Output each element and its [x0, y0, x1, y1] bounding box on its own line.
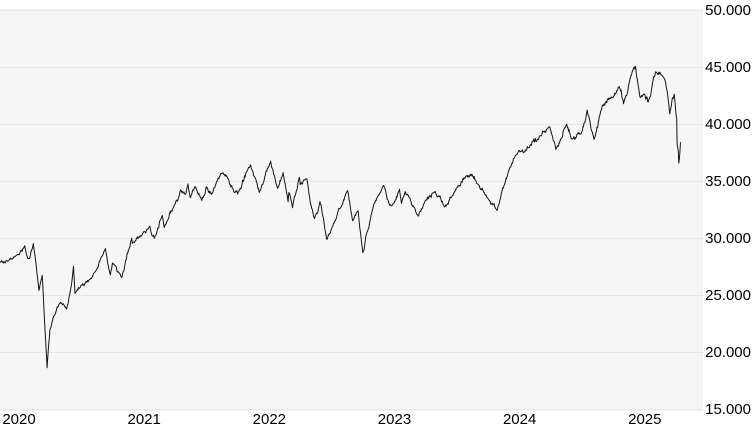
x-axis-tick-label: 2024 — [502, 411, 537, 428]
plot-background — [0, 9, 703, 411]
x-axis-tick-label: 2023 — [377, 411, 412, 428]
x-axis-tick-label: 2025 — [628, 411, 662, 428]
y-axis-tick-label: 40.000 — [705, 115, 751, 133]
x-axis-tick-label: 2022 — [252, 411, 287, 428]
price-line-series — [0, 65, 681, 369]
y-axis-tick-label: 50.000 — [705, 1, 751, 19]
x-axis-tick-label: 2021 — [127, 411, 161, 428]
gridlines — [0, 10, 703, 410]
x-axis-tick-label: 2020 — [2, 411, 36, 428]
y-axis-tick-label: 25.000 — [705, 286, 751, 304]
y-axis-tick-label: 45.000 — [705, 58, 751, 76]
y-axis-tick-label: 35.000 — [705, 172, 751, 190]
y-axis-tick-label: 15.000 — [705, 400, 751, 418]
y-axis-tick-label: 30.000 — [705, 229, 751, 247]
y-axis-tick-label: 20.000 — [705, 343, 751, 361]
